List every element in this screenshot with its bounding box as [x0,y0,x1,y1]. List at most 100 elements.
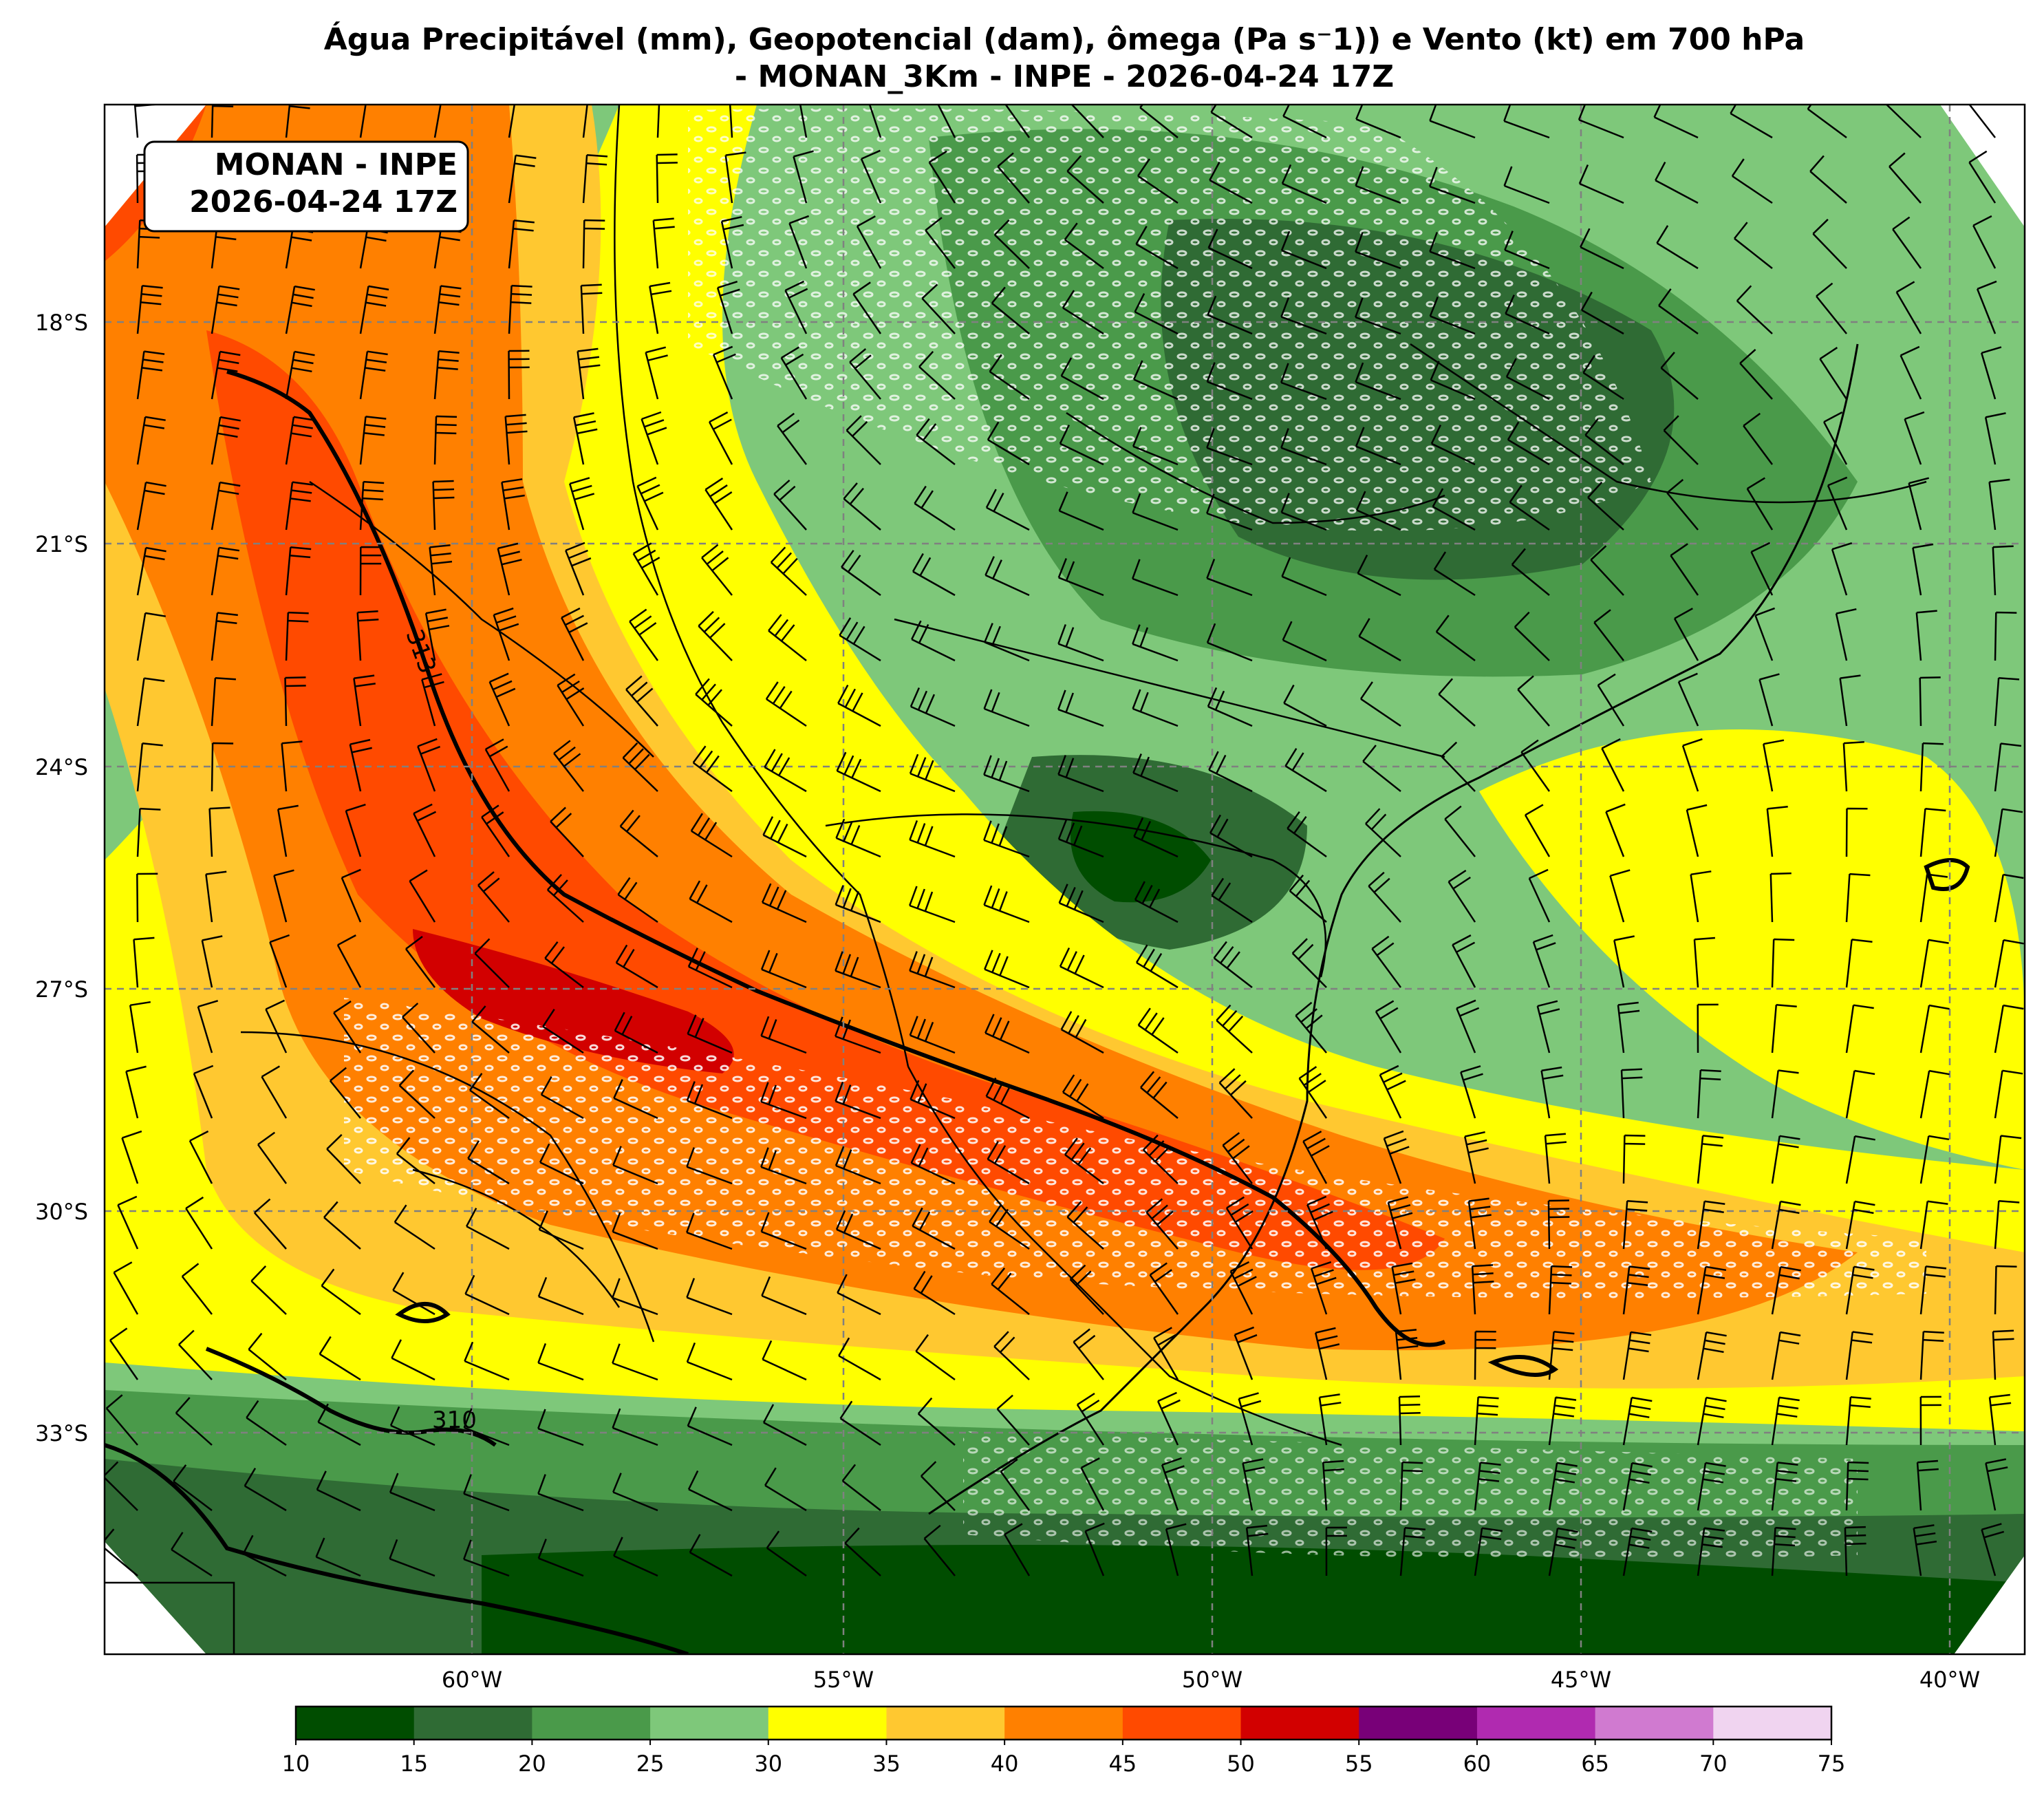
wind-barb [493,607,519,661]
wind-barb [1697,1003,1719,1054]
wind-barb [692,745,733,793]
wind-barb [329,1067,361,1119]
wind-barb [1137,158,1179,204]
wind-barb [1206,362,1253,400]
wind-barb [394,1204,435,1250]
wind-barb [1540,1066,1564,1119]
lat-tick: 30°S [35,1199,88,1225]
colorbar-tick-label: 15 [400,1751,428,1777]
wind-barb [1511,548,1550,596]
wind-barb [1587,481,1624,531]
wind-barb [1994,1135,2022,1184]
wind-barb [1057,689,1104,727]
wind-barb [1433,551,1476,597]
wind-barb [1471,1264,1494,1315]
wind-barb [1655,162,1699,204]
wind-barb [760,1082,807,1120]
colorbar-tick-label: 40 [991,1751,1019,1777]
wind-barb [1593,609,1624,661]
wind-barb [1681,738,1703,792]
wind-barb [1161,1457,1185,1511]
wind-barb [565,542,592,596]
wind-barb [984,950,1030,989]
wind-barb [985,489,1030,531]
colorbar-cell [532,1707,651,1740]
wind-barb [764,1467,807,1512]
wind-barb [1062,290,1104,335]
colorbar-tick-label: 20 [518,1751,546,1777]
lat-tick: 24°S [35,754,88,780]
colorbar-tick-label: 10 [282,1751,310,1777]
wind-barb [1225,1196,1254,1250]
model-stamp: MONAN - INPE 2026-04-24 17Z [143,140,469,233]
wind-barb [1658,288,1699,335]
wind-barb [391,1339,435,1381]
wind-barb [687,1470,733,1512]
wind-barb [205,870,227,923]
wind-barb [912,1207,956,1250]
precipitable-water-field: 313 310 [105,105,2025,1654]
wind-barb [1994,1199,2020,1250]
wind-barb [540,1076,584,1120]
wind-barb [1281,164,1327,204]
wind-barb [1994,1004,2024,1054]
wind-barb [208,806,230,857]
wind-barb [389,1539,435,1577]
wind-barb [173,1464,213,1511]
wind-barb [689,880,733,923]
wind-barb [911,620,956,662]
wind-barb [136,612,166,661]
colorbar-cell [1595,1707,1714,1740]
wind-barb [839,1400,881,1446]
wind-barb [1135,944,1179,989]
wind-barb [1994,1265,2017,1315]
wind-barb [465,1208,510,1250]
wind-barb [712,345,736,400]
wind-barb [835,818,881,858]
wind-barb [1617,1001,1640,1054]
wind-barb [836,751,881,793]
wind-barb [1771,1069,1799,1119]
wind-barb [1919,1200,1948,1250]
wind-barb [1387,1196,1413,1250]
wind-barb [1663,415,1699,465]
wind-barb [1355,362,1401,400]
wind-barb [1140,1071,1179,1119]
wind-barb [989,354,1030,400]
wind-barb [421,673,444,727]
wind-barb [724,151,746,204]
wind-barb [1771,1331,1801,1380]
wind-barb [178,1329,213,1380]
wind-barb [1206,558,1253,597]
wind-barb [542,1009,584,1054]
wind-barb [1845,1461,1869,1511]
wind-barb [909,951,956,989]
wind-barb [1280,363,1327,400]
wind-barb [244,1467,287,1512]
wind-barb [1845,1135,1875,1184]
wind-barb [1670,543,1699,596]
wind-barb [1059,947,1104,989]
wind-barb [136,416,166,465]
wind-barb [1666,479,1699,531]
wind-barb [1845,1069,1875,1119]
wind-barb [686,1278,733,1316]
wind-barb [1900,345,1922,400]
wind-barb [333,1001,362,1054]
wind-barb [129,1001,151,1054]
wind-barb [997,152,1030,204]
wind-barb [761,1276,807,1316]
wind-barb [1137,1007,1179,1054]
wind-barb [1819,347,1848,400]
wind-barb [1057,558,1104,597]
wind-barb [687,948,733,989]
wind-barb [921,1461,956,1511]
wind-barb [1697,1135,1724,1184]
wind-barb [417,738,441,792]
wind-barb [1919,1265,1947,1315]
wind-barb [1736,285,1773,334]
wind-barb [993,1331,1030,1380]
wind-barb [1084,1522,1105,1576]
wind-barb [613,1537,658,1577]
wind-barb [1507,421,1550,466]
